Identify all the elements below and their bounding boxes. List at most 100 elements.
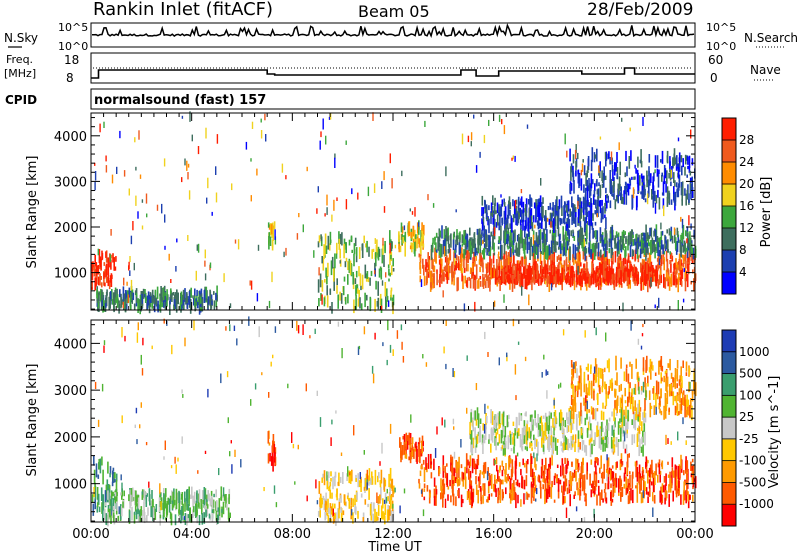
velocity-cell — [665, 378, 667, 391]
power-sparse-cell — [628, 256, 629, 264]
velocity-cell — [643, 475, 645, 480]
power-cell — [591, 173, 593, 188]
velocity-cell — [602, 386, 604, 392]
velocity-cell — [608, 359, 610, 373]
power-cell — [213, 291, 215, 295]
velocity-cell — [639, 439, 641, 448]
power-cell — [649, 272, 651, 280]
velocity-cell — [531, 420, 533, 432]
power-sparse-cell — [205, 250, 206, 259]
power-cell — [560, 276, 562, 281]
power-cell — [489, 277, 491, 292]
velocity-cell — [579, 478, 581, 488]
power-sparse-cell — [659, 258, 660, 265]
power-cell — [633, 177, 635, 180]
power-cell — [604, 237, 606, 244]
velocity-cell — [540, 487, 542, 499]
velocity-sparse-cell — [403, 356, 404, 363]
velocity-cell — [620, 358, 622, 369]
velocity-cell — [602, 498, 604, 502]
power-sparse-cell — [112, 175, 113, 184]
velocity-cell — [574, 392, 576, 404]
power-cell — [564, 217, 566, 224]
power-cell — [337, 295, 339, 309]
power-cell — [612, 165, 614, 172]
power-cell — [511, 218, 513, 233]
velocity-cell — [92, 494, 94, 503]
power-cell — [630, 245, 632, 257]
velocity-cell — [572, 384, 574, 397]
velocity-sparse-cell — [268, 392, 269, 398]
power-cell — [569, 209, 571, 217]
power-cell — [549, 272, 551, 276]
power-cell — [590, 249, 592, 259]
velocity-cell — [587, 428, 589, 438]
power-cell — [578, 209, 580, 223]
power-sparse-cell — [514, 272, 515, 279]
power-cell — [661, 275, 663, 283]
power-cell — [684, 167, 686, 176]
power-sparse-cell — [250, 280, 251, 285]
velocity-cell — [587, 364, 589, 372]
velocity-cell — [613, 478, 615, 485]
velocity-cell — [330, 503, 332, 508]
power-cell — [620, 254, 622, 261]
velocity-cell — [572, 376, 574, 379]
power-cell — [657, 264, 659, 271]
power-sparse-cell — [250, 158, 251, 161]
power-cell — [323, 244, 325, 259]
power-sparse-cell — [483, 249, 484, 259]
velocity-cell — [688, 400, 690, 407]
power-cell — [536, 271, 538, 275]
power-sparse-cell — [382, 280, 383, 285]
velocity-cell — [534, 439, 536, 445]
power-cell — [268, 236, 270, 250]
velocity-cell — [499, 411, 501, 424]
power-sparse-cell — [320, 141, 321, 150]
velocity-cell — [93, 456, 95, 466]
power-sparse-cell — [205, 273, 206, 280]
power-sparse-cell — [161, 204, 162, 214]
velocity-sparse-cell — [159, 483, 160, 493]
power-sparse-cell — [658, 298, 659, 308]
power-cell — [670, 263, 672, 273]
power-sparse-cell — [511, 158, 512, 161]
velocity-cell — [503, 412, 505, 427]
velocity-cell — [594, 432, 596, 445]
velocity-cell — [608, 391, 610, 395]
velocity-cell — [627, 454, 629, 468]
power-sparse-cell — [619, 142, 620, 150]
power-cell — [653, 194, 655, 204]
power-cell — [487, 249, 489, 253]
power-cell — [693, 278, 695, 291]
velocity-cell — [482, 423, 484, 430]
velocity-cell — [586, 384, 588, 395]
velocity-cell — [512, 484, 514, 498]
velocity-cell — [586, 471, 588, 479]
velocity-sparse-cell — [152, 346, 153, 350]
power-cell — [625, 236, 627, 242]
power-cell — [489, 251, 491, 254]
velocity-cell — [354, 495, 356, 505]
power-cell — [465, 243, 467, 253]
power-sparse-cell — [545, 281, 546, 285]
power-cell — [689, 156, 691, 168]
power-cell — [617, 241, 619, 250]
power-cell — [519, 264, 521, 274]
velocity-cell — [531, 482, 533, 488]
velocity-cell — [548, 425, 550, 434]
velocity-cell — [593, 373, 595, 386]
power-sparse-cell — [504, 125, 505, 134]
power-cell — [558, 255, 560, 260]
velocity-cell — [578, 430, 580, 439]
velocity-cell — [212, 499, 214, 510]
power-cell — [537, 220, 539, 225]
power-cell — [454, 250, 456, 253]
power-sparse-cell — [641, 239, 642, 248]
velocity-cell — [497, 497, 499, 503]
power-cell — [478, 236, 480, 251]
power-sparse-cell — [690, 130, 691, 139]
velocity-cell — [549, 467, 551, 481]
power-cell — [629, 156, 631, 169]
power-sparse-cell — [650, 277, 651, 287]
